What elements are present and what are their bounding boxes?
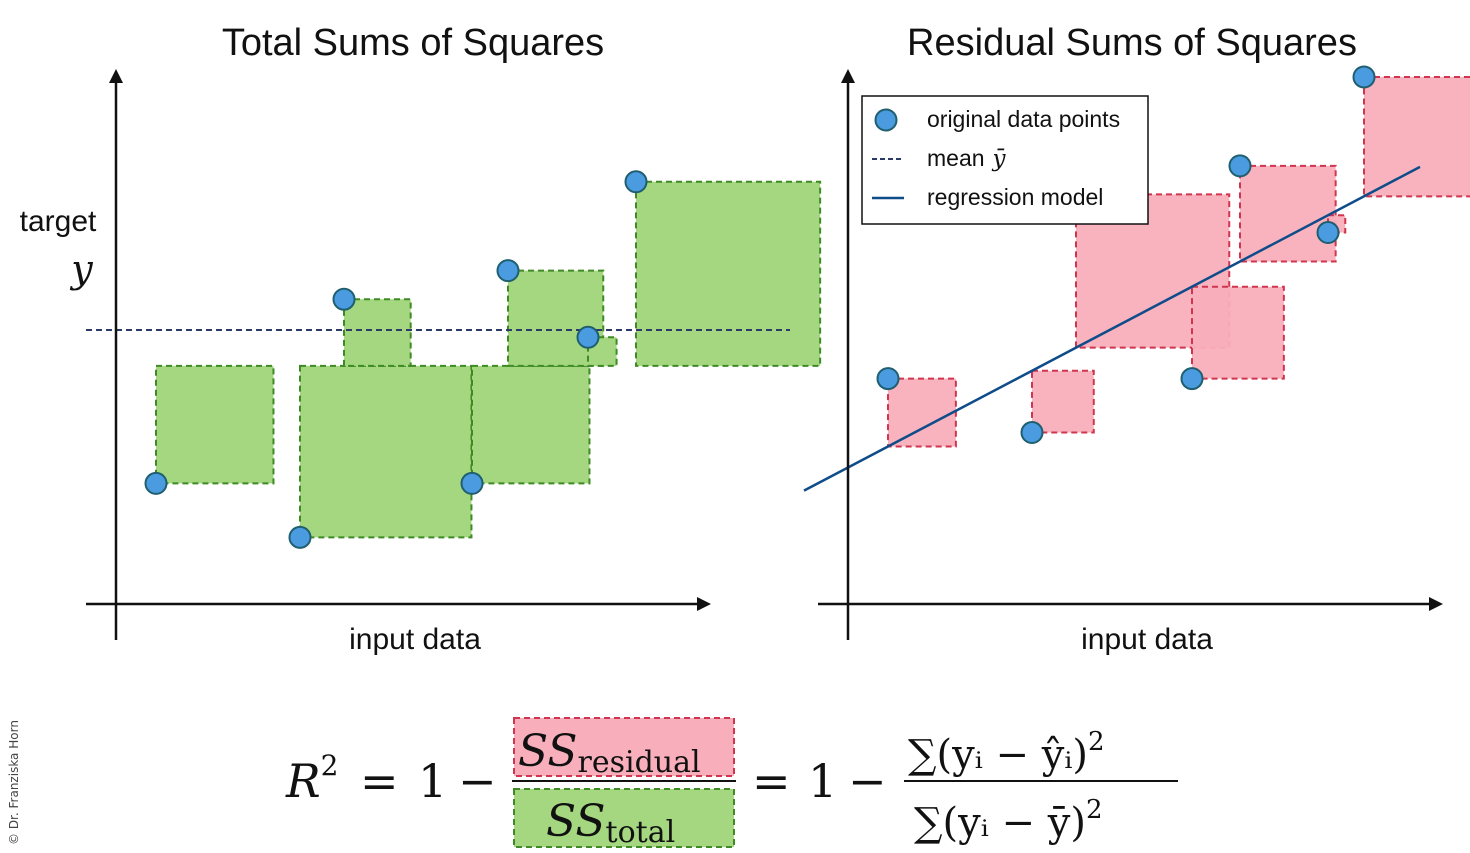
formula-one-1: 1	[418, 754, 447, 808]
data-point-4	[460, 471, 484, 495]
data-point-3	[332, 287, 356, 311]
legend-points-label: original data points	[927, 106, 1120, 132]
data-point-1	[876, 367, 900, 391]
legend-mean-label: mean	[927, 145, 985, 171]
formula-eq-1: =	[360, 754, 399, 808]
data-point-6	[576, 325, 600, 349]
residual-square-5	[1239, 164, 1337, 263]
legend-regression-label: regression model	[927, 184, 1103, 210]
left-panel: Total Sums of Squares input data target …	[20, 22, 822, 656]
ss-residual-symbol: SS	[518, 726, 578, 777]
formula-numerator: ∑(yᵢ − ŷᵢ)2	[908, 727, 1105, 778]
formula-minus-1: −	[458, 754, 497, 808]
left-x-label: input data	[349, 623, 481, 656]
ss-total-symbol: SS	[546, 796, 606, 847]
formula-one-2: 1	[808, 754, 837, 808]
residual-square-7	[1363, 75, 1470, 198]
formula-r: R	[285, 754, 321, 808]
total-square-4	[471, 364, 591, 485]
y-label-word: target	[20, 205, 97, 238]
formula-minus-2: −	[848, 754, 887, 808]
legend-mean-symbol: ȳ	[992, 146, 1007, 172]
total-square-2	[299, 364, 473, 539]
data-point-6	[1316, 221, 1340, 245]
data-point-2	[1020, 421, 1044, 445]
data-point-5	[1228, 154, 1252, 178]
right-panel-title: Residual Sums of Squares	[907, 22, 1357, 64]
data-point-1	[144, 471, 168, 495]
ss-total-box	[513, 788, 735, 848]
formula-denominator: ∑(yᵢ − ȳ)2	[914, 795, 1103, 846]
legend-box	[861, 95, 1149, 225]
left-squares	[155, 180, 822, 539]
ss-residual-sub: residual	[578, 745, 701, 780]
y-label-symbol: y	[69, 247, 93, 291]
data-point-7	[1352, 65, 1376, 89]
credit-text: © Dr. Franziska Horn	[7, 720, 21, 845]
formula-den-exp: 2	[1086, 795, 1103, 825]
left-points	[144, 170, 648, 549]
residual-square-4	[1191, 285, 1285, 380]
ss-total-sub: total	[606, 815, 676, 850]
formula-num-body: ∑(yᵢ − ŷᵢ)	[908, 732, 1088, 778]
ss-total-text: SStotal	[546, 796, 675, 850]
total-square-7	[635, 180, 822, 367]
residual-square-1	[887, 377, 957, 448]
r-squared-formula: R2 = 1 − SSresidual SStotal = 1 − ∑(yᵢ −…	[285, 717, 1178, 850]
right-x-label: input data	[1081, 623, 1213, 656]
legend: original data points mean ȳ regression mo…	[861, 95, 1149, 225]
legend-mean-text: mean ȳ	[927, 145, 1007, 172]
data-point-4	[1180, 367, 1204, 391]
formula-lhs: R2	[285, 749, 338, 808]
data-point-2	[288, 525, 312, 549]
data-point-7	[624, 170, 648, 194]
data-point-5	[496, 259, 520, 283]
legend-point-marker	[874, 108, 898, 132]
ss-residual-text: SSresidual	[518, 726, 701, 780]
ss-residual-box	[513, 717, 735, 777]
total-square-1	[155, 364, 275, 485]
formula-den-body: ∑(yᵢ − ȳ)	[914, 800, 1086, 846]
total-square-3	[343, 298, 412, 367]
total-square-5	[507, 269, 605, 367]
formula-r-exp: 2	[321, 749, 339, 782]
right-panel: Residual Sums of Squares input data orig…	[803, 22, 1470, 656]
formula-num-exp: 2	[1088, 727, 1105, 757]
regression-line	[803, 165, 1421, 492]
residual-square-2	[1031, 369, 1095, 434]
formula-eq-2: =	[752, 754, 791, 808]
left-panel-title: Total Sums of Squares	[222, 22, 604, 64]
